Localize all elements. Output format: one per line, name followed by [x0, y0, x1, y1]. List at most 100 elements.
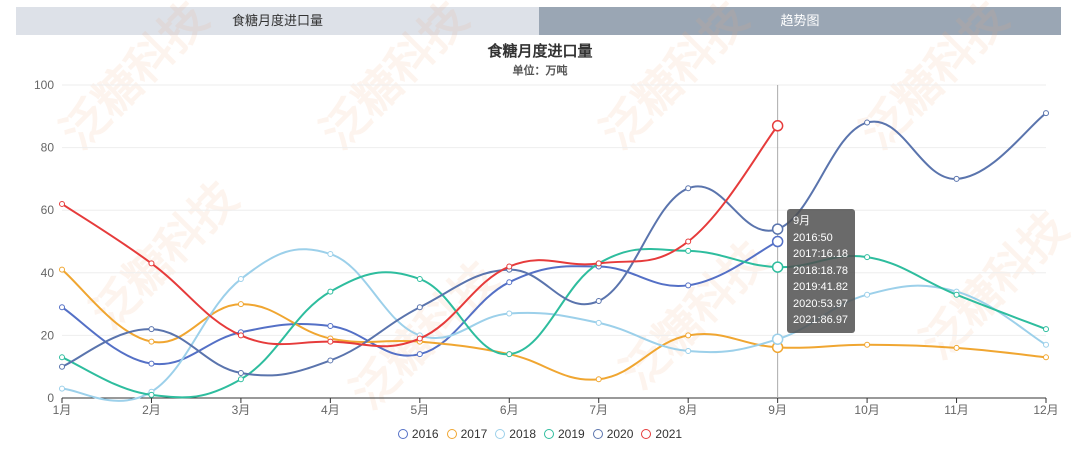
x-tick-label: 11月: [944, 403, 968, 417]
legend-item-2018[interactable]: 2018: [495, 427, 536, 441]
data-point-2021: [771, 120, 784, 132]
x-tick-label: 9月: [768, 403, 787, 417]
series-line-2019: [61, 248, 1047, 399]
x-tick-label: 3月: [232, 403, 251, 417]
data-point-2019: [864, 254, 871, 261]
data-point-2017: [685, 332, 692, 339]
data-point-2017: [1043, 354, 1049, 361]
x-tick-label: 10月: [854, 403, 879, 417]
data-point-2020: [1043, 110, 1049, 117]
data-point-2019: [59, 354, 65, 361]
data-point-2021: [416, 335, 423, 342]
y-tick-label: 20: [41, 328, 55, 342]
data-point-2020: [416, 304, 423, 311]
x-tick-label: 7月: [589, 403, 608, 417]
data-point-2018: [237, 276, 244, 283]
x-tick-label: 4月: [321, 403, 340, 417]
data-point-2018: [771, 333, 784, 345]
data-point-2021: [595, 260, 602, 267]
data-point-2016: [506, 279, 513, 286]
chart-legend: 2016 2017 2018 2019 2020 2021: [0, 427, 1080, 442]
y-tick-label: 60: [41, 203, 55, 217]
legend-marker-icon: [641, 429, 652, 439]
data-point-2020: [595, 297, 602, 304]
legend-label: 2016: [411, 427, 439, 441]
data-point-2017: [953, 344, 960, 351]
tab-trend-chart[interactable]: 趋势图: [539, 7, 1061, 35]
data-point-2020: [685, 185, 692, 192]
data-point-2020: [864, 119, 871, 126]
legend-marker-icon: [544, 429, 554, 439]
data-point-2016: [771, 235, 784, 248]
x-tick-label: 6月: [500, 403, 519, 417]
data-point-2020: [237, 369, 244, 376]
data-point-2016: [416, 351, 423, 358]
tooltip-line: 2019:41.82: [793, 281, 849, 293]
data-point-2016: [685, 282, 692, 289]
series-line-2021: [61, 125, 779, 348]
data-point-2018: [506, 310, 513, 317]
data-point-2017: [864, 341, 871, 348]
data-point-2021: [148, 260, 155, 267]
legend-marker-icon: [446, 429, 457, 439]
legend-marker-icon: [495, 429, 506, 439]
tab-bar: 食糖月度进口量 趋势图: [16, 7, 1061, 35]
data-point-2018: [685, 348, 692, 355]
data-point-2020: [327, 357, 334, 364]
tab-monthly-import[interactable]: 食糖月度进口量: [16, 7, 539, 35]
data-point-2019: [416, 276, 423, 283]
series-line-2017: [61, 268, 1047, 381]
data-point-2016: [327, 323, 334, 330]
data-point-2019: [327, 288, 334, 295]
x-tick-label: 8月: [679, 403, 698, 417]
x-tick-label: 12月: [1033, 403, 1058, 417]
tooltip-line: 2018:18.78: [793, 264, 849, 277]
data-point-2019: [953, 291, 960, 298]
data-point-2021: [237, 332, 244, 339]
data-point-2017: [148, 338, 155, 345]
data-point-2021: [327, 338, 334, 345]
data-point-2020: [953, 175, 960, 182]
data-point-2019: [506, 351, 513, 358]
data-point-2021: [506, 263, 513, 270]
legend-label: 2019: [558, 427, 585, 441]
data-point-2019: [771, 261, 784, 273]
data-point-2019: [1043, 326, 1049, 333]
legend-item-2016[interactable]: 2016: [397, 427, 439, 441]
legend-marker-icon: [397, 429, 408, 439]
legend-item-2020[interactable]: 2020: [592, 427, 634, 441]
data-point-2019: [685, 247, 692, 254]
data-point-2021: [685, 238, 692, 245]
tooltip-title: 9月: [793, 215, 811, 227]
y-tick-label: 40: [41, 266, 55, 280]
data-point-2020: [148, 326, 155, 333]
series-line-2020: [61, 112, 1047, 377]
legend-label: 2020: [606, 427, 634, 441]
data-point-2018: [864, 291, 871, 298]
chart-title: 食糖月度进口量: [487, 43, 593, 60]
data-point-2020: [771, 223, 784, 235]
legend-item-2021[interactable]: 2021: [641, 427, 682, 441]
data-point-2021: [59, 200, 65, 207]
tooltip-line: 2017:16.18: [793, 248, 849, 260]
legend-label: 2021: [655, 427, 683, 441]
tooltip-line: 2016:50: [793, 231, 833, 244]
data-point-2018: [1043, 341, 1049, 348]
chart-subtitle: 单位：万吨: [512, 65, 568, 77]
series-line-2018: [61, 248, 1047, 402]
data-point-2019: [148, 391, 155, 398]
y-tick-label: 0: [47, 391, 54, 405]
data-point-2017: [237, 301, 244, 308]
x-tick-label: 5月: [410, 403, 429, 417]
legend-item-2017[interactable]: 2017: [446, 427, 487, 441]
legend-marker-icon: [592, 429, 603, 439]
data-point-2020: [59, 363, 65, 370]
y-tick-label: 100: [34, 78, 54, 92]
x-tick-label: 2月: [142, 403, 161, 417]
data-point-2016: [59, 304, 65, 311]
data-point-2016: [148, 360, 155, 367]
tooltip-line: 2020:53.97: [793, 297, 849, 310]
chart-tooltip: 9月 2016:50 2017:16.18 2018:18.78 2019:41…: [787, 209, 855, 333]
legend-item-2019[interactable]: 2019: [544, 427, 585, 441]
